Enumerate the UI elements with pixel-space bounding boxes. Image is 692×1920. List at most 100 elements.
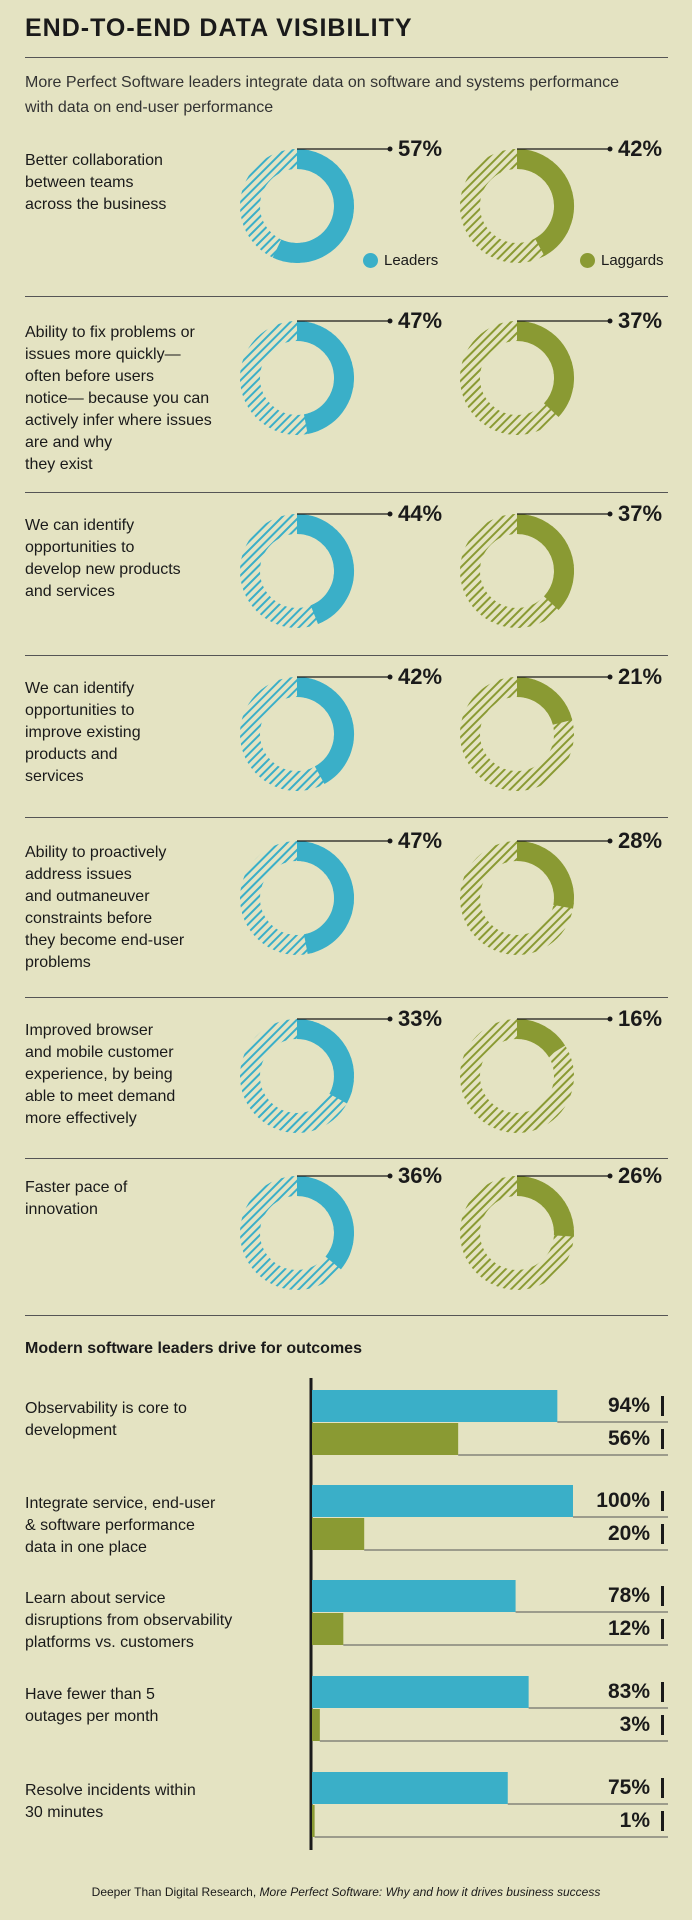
leaders-leader-dot [387, 318, 393, 324]
bar-category-label-line: development [25, 1422, 117, 1439]
leaders-percent-label: 47% [398, 828, 443, 853]
laggards-bar-value: 20% [607, 1522, 650, 1545]
laggards-percent-label: 42% [618, 136, 663, 161]
laggards-bar-value: 12% [607, 1617, 650, 1640]
donut-row-label-line: problems [25, 954, 91, 971]
section-divider [25, 817, 668, 818]
laggards-bar [312, 1423, 459, 1455]
laggards-donut-arc [516, 321, 574, 418]
laggards-percent-label: 21% [618, 664, 663, 689]
bar-category-label-line: data in one place [25, 1539, 147, 1556]
leaders-bar-value: 94% [607, 1394, 650, 1417]
donut-row-label: Improved browser and mobile customer exper… [25, 1020, 175, 1130]
laggards-leader-dot [607, 511, 613, 517]
leaders-donut-arc [296, 321, 354, 434]
laggards-donut-arc [516, 1019, 566, 1057]
bar-value-tick [661, 1396, 664, 1416]
laggards-leader-dot [607, 674, 613, 680]
bar-category-label: Learn about service disruptions from obse… [25, 1588, 232, 1654]
leaders-donut-arc [296, 677, 354, 784]
donut-row-label-line: and mobile customer [25, 1044, 174, 1061]
donut-row-label-line: and outmaneuver [25, 888, 150, 905]
leaders-donut-arc [296, 841, 354, 954]
page-title: END-TO-END DATA VISIBILITY [25, 14, 413, 42]
legend-laggards-label: Laggards [601, 252, 664, 269]
bar-category-label: Have fewer than 5 outages per month [25, 1684, 158, 1728]
donut-row-label-line: opportunities to [25, 539, 135, 556]
section-divider [25, 492, 668, 493]
leaders-bar [312, 1580, 516, 1612]
section-divider [25, 997, 668, 998]
laggards-leader-dot [607, 318, 613, 324]
donut-row-label-line: We can identify [25, 517, 135, 534]
leaders-bar-value: 78% [607, 1584, 650, 1607]
laggards-bar-value: 1% [619, 1809, 650, 1832]
laggards-percent-label: 37% [618, 501, 663, 526]
laggards-donut-arc [516, 841, 574, 909]
donut-row-label-line: notice— because you can [25, 390, 210, 407]
donut-row-label-line: are and why [25, 434, 113, 451]
page-subtitle: More Perfect Software leaders integrate … [25, 74, 620, 116]
section-divider [25, 1315, 668, 1316]
donut-row-label: We can identify opportunities to develop n… [25, 515, 181, 603]
bar-value-tick [661, 1778, 664, 1798]
donut-row-label-line: they exist [25, 456, 93, 473]
bar-category-label: Resolve incidents within 30 minutes [25, 1780, 196, 1824]
leaders-leader-dot [387, 511, 393, 517]
donut-row-label-line: address issues [25, 866, 132, 883]
donut-row-label: We can identify opportunities to improve e… [25, 678, 141, 788]
bar-category-label: Observability is core to development [25, 1398, 187, 1442]
leaders-percent-label: 44% [398, 501, 443, 526]
bar-value-tick [661, 1682, 664, 1702]
bar-category-label-line: Resolve incidents within [25, 1782, 196, 1799]
donut-row-label-line: across the business [25, 196, 167, 213]
laggards-donut-arc [516, 149, 574, 256]
legend-leaders: Leaders [363, 252, 438, 269]
title-divider [25, 57, 668, 58]
donut-row-label-line: between teams [25, 174, 134, 191]
laggards-donut-arc [516, 514, 574, 611]
donut-row-label-line: services [25, 768, 84, 785]
donut-row-label-line: innovation [25, 1201, 98, 1218]
donut-row-label-line: more effectively [25, 1110, 137, 1127]
leaders-percent-label: 47% [398, 308, 443, 333]
source-author: Deeper Than Digital Research, [91, 1885, 260, 1899]
bar-category-label-line: 30 minutes [25, 1804, 104, 1821]
laggards-percent-label: 28% [618, 828, 663, 853]
leaders-bar [312, 1772, 508, 1804]
leaders-percent-label: 42% [398, 664, 443, 689]
bar-category-label-line: disruptions from observability [25, 1612, 233, 1629]
bar-value-tick [661, 1586, 664, 1606]
leaders-donut-arc [296, 1176, 354, 1270]
laggards-leader-dot [607, 1016, 613, 1022]
leaders-percent-label: 33% [398, 1006, 443, 1031]
bar-value-tick [661, 1429, 664, 1449]
laggards-percent-label: 16% [618, 1006, 663, 1031]
leaders-leader-dot [387, 1016, 393, 1022]
laggards-bar [312, 1709, 320, 1741]
donut-row-label-line: and services [25, 583, 115, 600]
section-divider [25, 655, 668, 656]
bar-category-label-line: & software performance [25, 1517, 195, 1534]
donut-row-label: Better collaboration between teams across … [25, 150, 166, 216]
laggards-bar [312, 1518, 365, 1550]
donut-row-label: Ability to proactively address issues and … [25, 842, 184, 974]
leaders-bar [312, 1485, 573, 1517]
donut-row-label-line: actively infer where issues [25, 412, 212, 429]
laggards-percent-label: 26% [618, 1163, 663, 1188]
laggards-leader-dot [607, 1173, 613, 1179]
donut-row-label-line: they become end-user [25, 932, 185, 949]
donut-row-label-line: improve existing [25, 724, 141, 741]
bar-category-label: Integrate service, end-user & software pe… [25, 1493, 215, 1559]
bar-category-label-line: outages per month [25, 1708, 159, 1725]
donut-row-label-line: often before users [25, 368, 154, 385]
bar-category-label-line: Integrate service, end-user [25, 1495, 216, 1512]
bar-value-tick [661, 1491, 664, 1511]
donut-row-label-line: opportunities to [25, 702, 135, 719]
bar-value-tick [661, 1524, 664, 1544]
laggards-bar [312, 1613, 344, 1645]
laggards-bar [312, 1805, 315, 1837]
laggards-leader-dot [607, 146, 613, 152]
section-divider [25, 1158, 668, 1159]
